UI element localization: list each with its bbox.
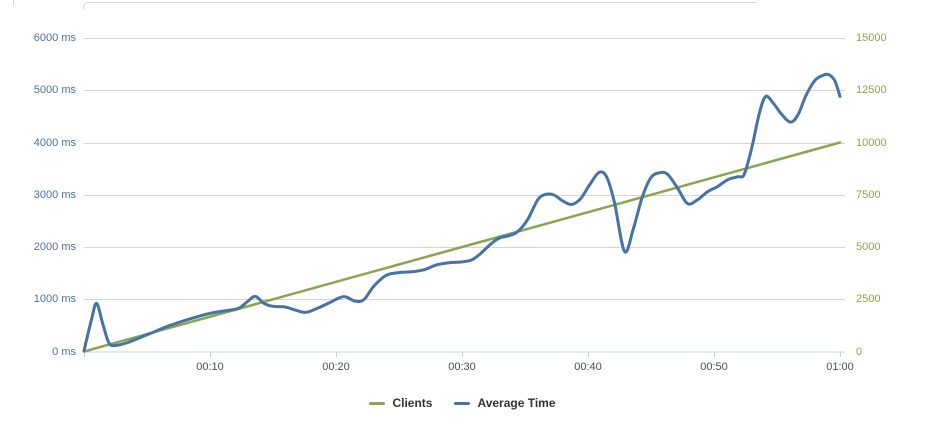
y-left-tick-label: 4000 ms (33, 137, 76, 149)
y-right-tick-label: 0 (856, 346, 863, 358)
legend-label-clients: Clients (392, 396, 433, 410)
y-left-tick-label: 5000 ms (33, 84, 76, 96)
clients-series-line[interactable] (82, 141, 842, 353)
y-right-tick-label: 12500 (856, 84, 887, 96)
x-axis-tick-label: 00:50 (700, 361, 728, 373)
chart-legend: Clients Average Time (0, 396, 925, 410)
y-left-tick-label: 6000 ms (33, 32, 76, 44)
x-axis-tick-label: 00:30 (448, 361, 476, 373)
x-axis-tick-label: 00:40 (574, 361, 602, 373)
y-right-tick-label: 15000 (856, 32, 887, 44)
x-axis-tick-label: 01:00 (826, 361, 854, 373)
average-time-line-swatch (454, 401, 471, 405)
y-right-tick-label: 2500 (856, 293, 881, 305)
panel-top-border-fragment (83, 2, 757, 10)
y-left-tick-label: 2000 ms (33, 241, 76, 253)
average-time-series-line[interactable] (82, 72, 842, 353)
y-left-tick-label: 1000 ms (33, 293, 76, 305)
x-axis-tick-label: 00:20 (322, 361, 350, 373)
legend-item-average-time[interactable]: Average Time (454, 396, 556, 410)
y-right-tick-label: 10000 (856, 137, 887, 149)
y-right-tick-label: 7500 (856, 189, 881, 201)
y-right-tick-label: 5000 (856, 241, 881, 253)
y-left-tick-label: 0 ms (52, 346, 76, 358)
tab-divider-fragment (13, 0, 14, 5)
legend-item-clients[interactable]: Clients (369, 396, 432, 410)
legend-label-average-time: Average Time (477, 396, 556, 410)
clients-line-swatch (369, 401, 386, 405)
y-left-tick-label: 3000 ms (33, 189, 76, 201)
x-axis-tick-label: 00:10 (196, 361, 224, 373)
